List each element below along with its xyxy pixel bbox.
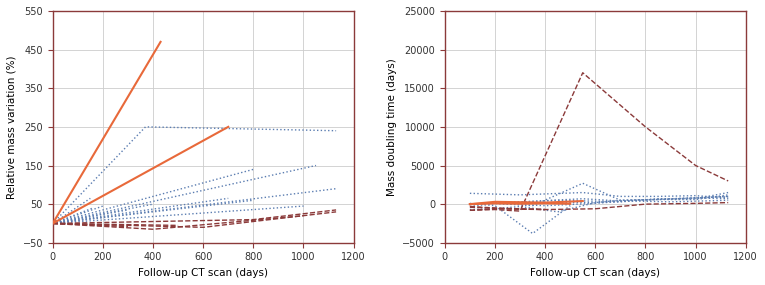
X-axis label: Follow-up CT scan (days): Follow-up CT scan (days): [138, 268, 269, 278]
Y-axis label: Mass doubling time (days): Mass doubling time (days): [387, 58, 397, 196]
Y-axis label: Relative mass variation (%): Relative mass variation (%): [7, 55, 17, 199]
X-axis label: Follow-up CT scan (days): Follow-up CT scan (days): [530, 268, 660, 278]
